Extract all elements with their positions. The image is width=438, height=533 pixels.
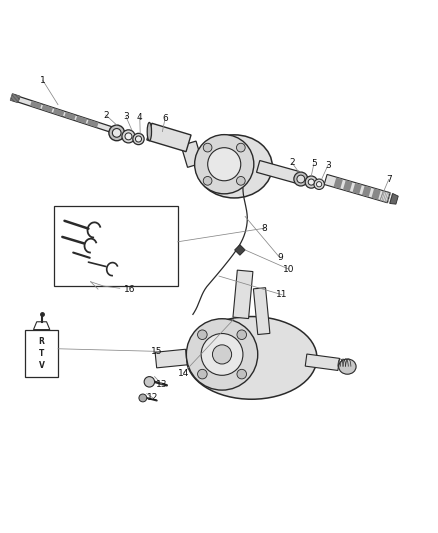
Polygon shape (362, 185, 371, 197)
Text: V: V (39, 361, 45, 370)
Ellipse shape (147, 123, 152, 141)
Text: 1: 1 (40, 76, 46, 85)
Polygon shape (147, 123, 191, 152)
Polygon shape (33, 322, 50, 329)
Polygon shape (257, 160, 299, 183)
Circle shape (317, 182, 322, 187)
Text: 6: 6 (162, 114, 168, 123)
Polygon shape (113, 127, 118, 133)
Text: 14: 14 (178, 369, 189, 377)
Polygon shape (11, 94, 20, 103)
Circle shape (125, 133, 132, 140)
Circle shape (212, 345, 232, 364)
Circle shape (201, 334, 243, 375)
Text: 13: 13 (156, 379, 167, 389)
Circle shape (109, 125, 124, 141)
Circle shape (203, 143, 212, 152)
Polygon shape (254, 288, 270, 335)
Polygon shape (305, 354, 339, 370)
Polygon shape (233, 270, 253, 319)
Circle shape (237, 176, 245, 185)
Text: 8: 8 (262, 224, 268, 233)
Circle shape (194, 135, 254, 194)
Text: 15: 15 (152, 347, 163, 356)
Circle shape (113, 128, 121, 137)
Text: T: T (39, 349, 44, 358)
Bar (25, 329, 58, 377)
Circle shape (314, 179, 324, 189)
Circle shape (133, 133, 144, 144)
Text: R: R (39, 337, 45, 346)
Polygon shape (324, 174, 390, 203)
Circle shape (198, 369, 207, 379)
Ellipse shape (339, 359, 356, 374)
Polygon shape (18, 96, 115, 133)
Circle shape (237, 369, 247, 379)
Text: 2: 2 (103, 110, 109, 119)
Text: 11: 11 (276, 290, 288, 300)
Circle shape (237, 330, 247, 340)
Circle shape (237, 143, 245, 152)
Circle shape (122, 130, 135, 143)
Text: 3: 3 (325, 161, 331, 170)
Circle shape (297, 175, 305, 183)
Polygon shape (353, 183, 362, 195)
Polygon shape (371, 188, 381, 200)
Polygon shape (87, 119, 99, 127)
Circle shape (198, 330, 207, 340)
Polygon shape (42, 104, 53, 113)
Circle shape (144, 377, 155, 387)
Polygon shape (343, 180, 353, 191)
Circle shape (308, 179, 314, 185)
Text: 3: 3 (123, 112, 129, 121)
Polygon shape (235, 245, 245, 255)
Polygon shape (30, 101, 42, 109)
Text: 7: 7 (386, 175, 392, 184)
Text: 4: 4 (137, 113, 143, 122)
Circle shape (208, 148, 241, 181)
Text: 16: 16 (124, 285, 135, 294)
Text: 9: 9 (277, 253, 283, 262)
Text: 2: 2 (290, 158, 295, 167)
Polygon shape (181, 141, 202, 167)
Ellipse shape (186, 317, 317, 399)
Text: 5: 5 (311, 159, 317, 168)
Circle shape (305, 176, 318, 188)
Polygon shape (390, 193, 398, 204)
Polygon shape (53, 108, 64, 117)
Circle shape (294, 172, 308, 186)
Polygon shape (155, 349, 187, 368)
Polygon shape (64, 112, 76, 120)
Text: 10: 10 (283, 264, 294, 273)
Bar (53, 206, 178, 286)
Circle shape (186, 319, 258, 390)
Circle shape (203, 176, 212, 185)
Polygon shape (333, 177, 343, 189)
Circle shape (135, 136, 141, 142)
Text: 12: 12 (147, 393, 159, 402)
Circle shape (139, 394, 147, 402)
Polygon shape (76, 116, 87, 124)
Ellipse shape (196, 135, 272, 198)
